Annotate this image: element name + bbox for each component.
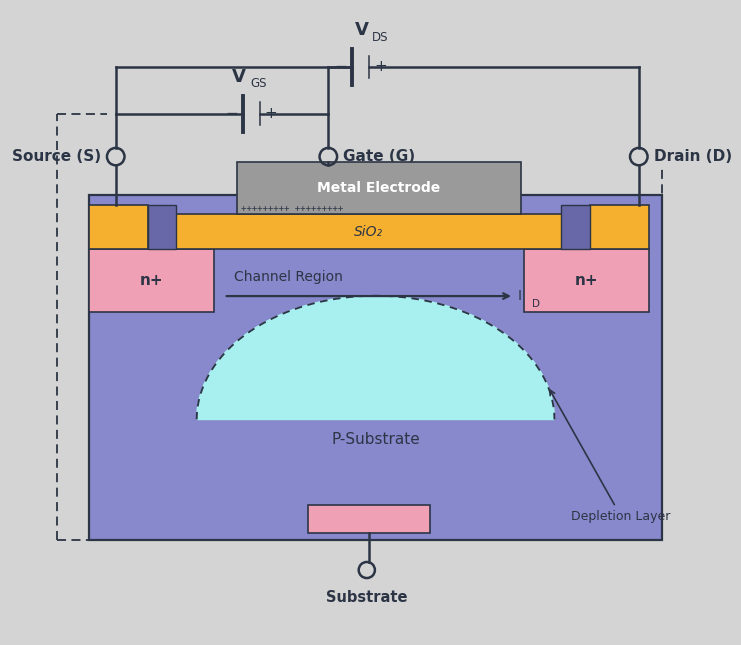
Text: DS: DS (372, 30, 389, 43)
Text: Gate (G): Gate (G) (343, 149, 415, 164)
Bar (308, 505, 430, 533)
Text: SiO₂: SiO₂ (354, 224, 383, 239)
Text: P-Substrate: P-Substrate (331, 432, 420, 447)
Bar (237, 162, 521, 214)
Bar (89, 249, 213, 312)
Bar (89, 195, 662, 540)
Bar (590, 205, 649, 249)
Text: −: − (225, 106, 238, 121)
Bar (561, 205, 590, 249)
Text: Substrate: Substrate (326, 590, 408, 605)
Bar (89, 205, 148, 249)
Text: n+: n+ (575, 273, 598, 288)
Text: Source (S): Source (S) (12, 149, 101, 164)
Text: Drain (D): Drain (D) (654, 149, 732, 164)
Text: −: − (335, 59, 348, 74)
Text: I: I (517, 289, 522, 303)
Bar (148, 205, 176, 249)
Polygon shape (196, 296, 554, 419)
Bar (150, 214, 588, 249)
Text: V: V (232, 68, 246, 86)
Text: V: V (355, 21, 368, 39)
Text: +++++++++ +++++++++: +++++++++ +++++++++ (241, 204, 343, 213)
Text: GS: GS (250, 77, 268, 90)
Text: Depletion Layer: Depletion Layer (550, 390, 671, 523)
Text: Channel Region: Channel Region (234, 270, 343, 284)
Bar (524, 249, 649, 312)
Text: +: + (374, 59, 387, 74)
Text: D: D (532, 299, 540, 309)
Text: +: + (265, 106, 277, 121)
Text: n+: n+ (139, 273, 163, 288)
Text: Metal Electrode: Metal Electrode (317, 181, 441, 195)
